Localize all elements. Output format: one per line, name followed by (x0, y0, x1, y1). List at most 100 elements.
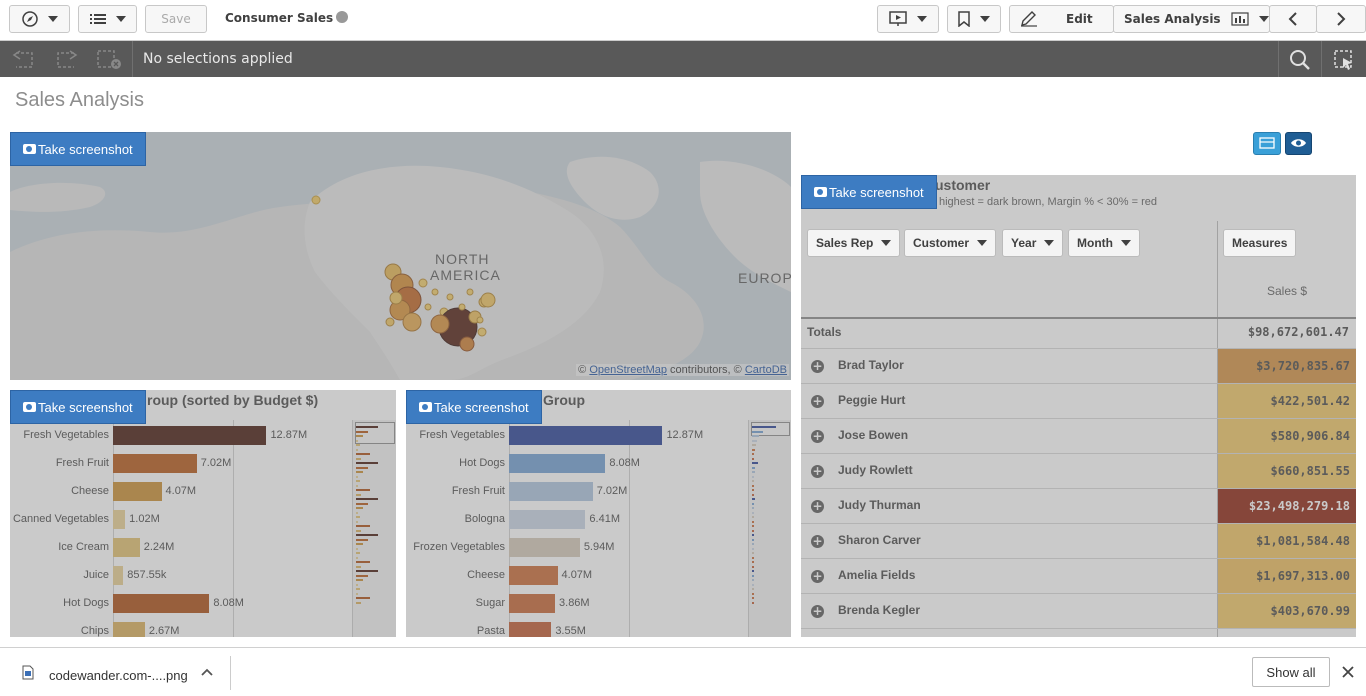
category-label[interactable]: Chips (80, 625, 109, 637)
row-dimension-value[interactable]: Judy Thurman (838, 498, 921, 512)
previous-sheet-button[interactable] (1269, 5, 1317, 33)
selection-tool-icon[interactable] (1333, 49, 1355, 71)
take-screenshot-button[interactable]: Take screenshot (10, 390, 146, 424)
category-label[interactable]: Fresh Vegetables (419, 429, 505, 441)
category-label[interactable]: Fresh Fruit (55, 457, 109, 469)
bar[interactable] (509, 594, 556, 613)
step-forward-icon[interactable] (54, 49, 80, 69)
pencil-icon (1021, 11, 1037, 27)
dimension-year[interactable]: Year (1002, 229, 1064, 257)
row-dimension-value[interactable]: Judy Rowlett (838, 463, 913, 477)
category-label[interactable]: Cheese (467, 569, 505, 581)
row-dimension-value[interactable]: Amelia Fields (838, 568, 916, 582)
bar[interactable] (509, 538, 580, 557)
measure-cell[interactable]: $1,697,313.00 (1218, 559, 1356, 593)
bar[interactable] (113, 482, 162, 501)
bar-chart-panel-2[interactable]: Group Fresh Vegetables 12.87M Hot Dogs 8.08… (406, 390, 791, 637)
take-screenshot-button[interactable]: Take screenshot (801, 175, 937, 209)
measure-cell[interactable]: $1,081,584.48 (1218, 524, 1356, 558)
measure-cell[interactable]: $660,851.55 (1218, 454, 1356, 488)
dimension-month[interactable]: Month (1068, 229, 1140, 257)
openstreetmap-link[interactable]: OpenStreetMap (589, 364, 667, 376)
expand-icon[interactable]: + (811, 359, 824, 373)
take-screenshot-button[interactable]: Take screenshot (10, 132, 146, 166)
mini-bar (356, 462, 378, 464)
bar[interactable] (509, 622, 552, 637)
measure-cell[interactable]: $23,498,279.18 (1218, 489, 1356, 523)
bar-chart-panel-1[interactable]: roup (sorted by Budget $) Fresh Vegetabl… (10, 390, 396, 637)
category-label[interactable]: Canned Vegetables (12, 513, 109, 525)
edit-button[interactable]: Edit (1009, 5, 1114, 33)
bar[interactable] (113, 538, 140, 557)
dimension-sales-rep[interactable]: Sales Rep (807, 229, 901, 257)
row-dimension-value[interactable]: Brenda Kegler (838, 603, 921, 617)
visual-view-button[interactable] (1285, 132, 1312, 155)
search-icon[interactable] (1289, 49, 1311, 71)
expand-icon[interactable]: + (811, 499, 824, 513)
chart-scrollbar[interactable] (748, 420, 791, 637)
row-dimension-value[interactable]: Brad Taylor (838, 358, 904, 372)
selections-status: No selections applied (143, 51, 293, 67)
chart-scrollbar[interactable] (352, 420, 396, 637)
bar[interactable] (113, 426, 267, 445)
bar[interactable] (509, 510, 586, 529)
download-file-name[interactable]: codewander.com-....png (49, 668, 188, 683)
sheet-selector[interactable]: Sales Analysis (1113, 5, 1270, 33)
scrollbar-thumb[interactable] (751, 422, 790, 436)
category-label[interactable]: Fresh Fruit (451, 485, 505, 497)
category-label[interactable]: Fresh Vegetables (23, 429, 109, 441)
bar[interactable] (113, 622, 145, 637)
dimension-customer[interactable]: Customer (904, 229, 997, 257)
bar[interactable] (509, 454, 606, 473)
category-label[interactable]: Hot Dogs (63, 597, 109, 609)
bar[interactable] (113, 510, 126, 529)
category-label[interactable]: Frozen Vegetables (413, 541, 505, 553)
next-sheet-button[interactable] (1316, 5, 1366, 33)
expand-icon[interactable]: + (811, 464, 824, 478)
row-dimension-value[interactable]: Jose Bowen (838, 428, 909, 442)
row-dimension-value[interactable]: Peggie Hurt (838, 393, 906, 407)
bar[interactable] (509, 426, 663, 445)
bar[interactable] (113, 566, 124, 585)
mini-bar (356, 561, 370, 563)
expand-icon[interactable]: + (811, 604, 824, 618)
measure-cell[interactable]: $3,720,835.67 (1218, 349, 1356, 383)
measure-cell[interactable]: $422,501.42 (1218, 384, 1356, 418)
take-screenshot-button[interactable]: Take screenshot (406, 390, 542, 424)
expand-icon[interactable]: + (811, 394, 824, 408)
measure-cell[interactable]: $580,906.84 (1218, 419, 1356, 453)
map-panel[interactable]: NORTH AMERICA EUROP © OpenStreetMap cont… (10, 132, 791, 380)
map-data-points[interactable] (311, 195, 496, 352)
bar[interactable] (113, 594, 210, 613)
global-menu-button[interactable] (78, 5, 137, 33)
category-label[interactable]: Ice Cream (58, 541, 109, 553)
measure-cell[interactable]: $403,670.99 (1218, 594, 1356, 628)
navigation-menu-button[interactable] (9, 5, 70, 33)
category-label[interactable]: Sugar (475, 597, 505, 609)
category-label[interactable]: Pasta (476, 625, 505, 637)
category-label[interactable]: Hot Dogs (459, 457, 505, 469)
column-divider (1217, 221, 1218, 637)
bookmarks-button[interactable] (947, 5, 1001, 33)
data-view-button[interactable] (1253, 132, 1281, 155)
step-back-icon[interactable] (10, 49, 36, 69)
expand-icon[interactable]: + (811, 534, 824, 548)
close-icon[interactable] (1342, 666, 1354, 678)
category-label[interactable]: Cheese (71, 485, 109, 497)
measures-button[interactable]: Measures (1223, 229, 1297, 257)
expand-icon[interactable]: + (811, 569, 824, 583)
bar[interactable] (509, 566, 558, 585)
bar[interactable] (509, 482, 593, 501)
map-canvas[interactable] (10, 132, 791, 380)
bar[interactable] (113, 454, 197, 473)
story-button[interactable] (877, 5, 939, 33)
cartodb-link[interactable]: CartoDB (744, 364, 787, 376)
category-label[interactable]: Bologna (464, 513, 505, 525)
expand-icon[interactable]: + (811, 429, 824, 443)
row-dimension-value[interactable]: Sharon Carver (838, 533, 921, 547)
category-label[interactable]: Juice (83, 569, 109, 581)
clear-selections-icon[interactable] (96, 49, 124, 71)
chevron-up-icon[interactable] (201, 668, 213, 676)
save-button[interactable]: Save (145, 5, 207, 33)
show-all-button[interactable]: Show all (1252, 657, 1330, 687)
